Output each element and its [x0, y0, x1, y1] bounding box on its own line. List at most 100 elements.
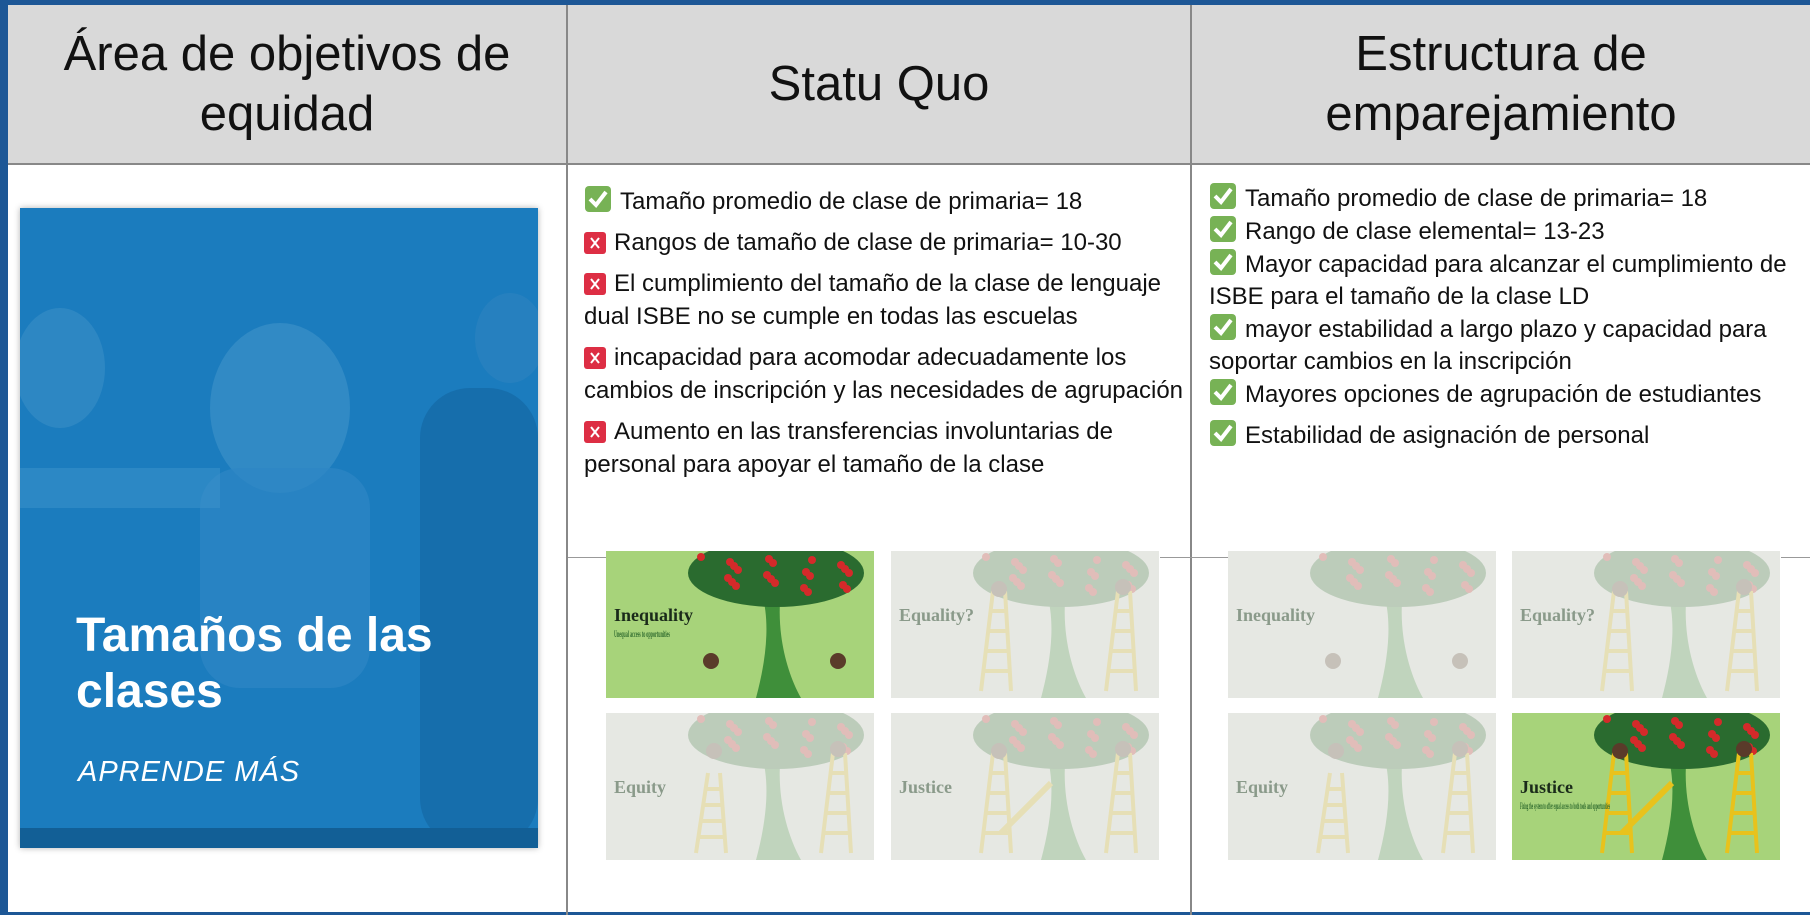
illustration-thumbnail: Inequality Unequal access to opportunitie…: [606, 551, 874, 698]
tree-canopy: [973, 713, 1149, 769]
icon-glyph: [590, 352, 600, 364]
apple: [1013, 578, 1021, 586]
apple: [697, 553, 705, 561]
list-item: Tamaño promedio de clase de primaria= 18: [584, 185, 1184, 218]
apple: [1385, 571, 1393, 579]
apple: [1747, 565, 1755, 573]
card-link[interactable]: APRENDE MÁS: [78, 756, 301, 788]
ladder: [694, 772, 728, 854]
icon-box: [1210, 379, 1236, 405]
apple: [1319, 715, 1327, 723]
status-quo-list: Tamaño promedio de clase de primaria= 18…: [584, 185, 1184, 489]
apple: [1356, 566, 1364, 574]
apple: [1124, 581, 1132, 589]
list-item: Tamaño promedio de clase de primaria= 18: [1209, 182, 1799, 215]
ladder: [819, 752, 853, 854]
thumb-subtitle: Unequal access to opportunities: [614, 629, 670, 639]
item-text: Aumento en las transferencias involuntar…: [584, 418, 1113, 478]
apple: [767, 737, 775, 745]
item-text: Mayores opciones de agrupación de estudi…: [1245, 381, 1762, 408]
tree-trunk: [1041, 591, 1086, 698]
icon-box: [1210, 249, 1236, 275]
thumb-art: [973, 551, 1149, 698]
apple: [1387, 555, 1395, 563]
list-item: Rangos de tamaño de clase de primaria= 1…: [584, 226, 1184, 259]
apple: [1128, 585, 1136, 593]
person: [1115, 741, 1131, 757]
apple: [1389, 737, 1397, 745]
item-text: Estabilidad de asignación de personal: [1245, 422, 1650, 449]
icon-box: [1210, 314, 1236, 340]
apple: [1603, 553, 1611, 561]
apple: [1054, 559, 1062, 567]
apple: [1122, 561, 1130, 569]
ladder: [1725, 590, 1759, 692]
apple: [763, 571, 771, 579]
icon-box: [1210, 183, 1236, 209]
list-item: Estabilidad de asignación de personal: [1209, 419, 1799, 452]
apple: [1459, 723, 1467, 731]
apple: [1712, 572, 1720, 580]
icon-glyph: [1213, 187, 1233, 206]
illustration-thumbnail: Justice Fixing the system to offer equal …: [1512, 713, 1780, 860]
apple: [1050, 555, 1058, 563]
apple: [1354, 582, 1362, 590]
item-text: Tamaño promedio de clase de primaria= 18: [620, 188, 1083, 215]
apple: [1634, 578, 1642, 586]
apple: [763, 733, 771, 741]
apple: [1048, 571, 1056, 579]
apple: [724, 574, 732, 582]
apple: [802, 730, 810, 738]
apple: [1352, 562, 1360, 570]
apple: [1126, 727, 1134, 735]
illustration-thumbnail: Equality?: [891, 551, 1159, 698]
illustration-thumbnail: Equality?: [1512, 551, 1780, 698]
apple: [769, 721, 777, 729]
ladder-brace: [998, 780, 1054, 836]
apple: [1424, 568, 1432, 576]
check-icon: [1210, 420, 1236, 446]
matching-list: Tamaño promedio de clase de primaria= 18…: [1209, 182, 1799, 452]
item-text: incapacidad para acomodar adecuadamente …: [584, 344, 1184, 404]
icon-glyph: [1213, 424, 1233, 443]
tree-trunk: [1378, 753, 1423, 860]
apple: [726, 720, 734, 728]
apple: [1350, 740, 1358, 748]
illustration-thumbnail: Equity: [1228, 713, 1496, 860]
apple: [1356, 728, 1364, 736]
list-item: incapacidad para acomodar adecuadamente …: [584, 341, 1184, 407]
icon-box: [585, 186, 611, 212]
column-divider: [566, 165, 568, 915]
thumb-label: Equality?: [899, 605, 974, 625]
learn-more-card[interactable]: Tamaños de las clases APRENDE MÁS: [20, 208, 538, 848]
apple: [1085, 746, 1093, 754]
apple: [1749, 585, 1757, 593]
apple: [808, 556, 816, 564]
apple: [1128, 747, 1136, 755]
apple: [1632, 720, 1640, 728]
apple: [1017, 744, 1025, 752]
apple: [1463, 565, 1471, 573]
thumb-art: [1310, 551, 1486, 698]
apple: [1430, 718, 1438, 726]
apple: [730, 724, 738, 732]
apple: [1630, 736, 1638, 744]
apple: [1089, 750, 1097, 758]
card-photo: [20, 208, 538, 848]
ladder: [1104, 752, 1138, 854]
ladder: [1316, 772, 1350, 854]
item-text: mayor estabilidad a largo plazo y capaci…: [1209, 316, 1767, 375]
list-item: Mayor capacidad para alcanzar el cumplim…: [1209, 248, 1799, 313]
person: [1612, 581, 1628, 597]
apple: [1677, 579, 1685, 587]
x-icon: [584, 421, 606, 443]
apple: [697, 715, 705, 723]
apple: [982, 715, 990, 723]
thumb-label: Equity: [1236, 777, 1288, 797]
header-cell: Statu Quo: [568, 5, 1192, 165]
ladder: [1104, 590, 1138, 692]
apple: [1056, 741, 1064, 749]
thumb-bg: [1512, 551, 1780, 698]
apple: [982, 553, 990, 561]
apple: [1430, 556, 1438, 564]
